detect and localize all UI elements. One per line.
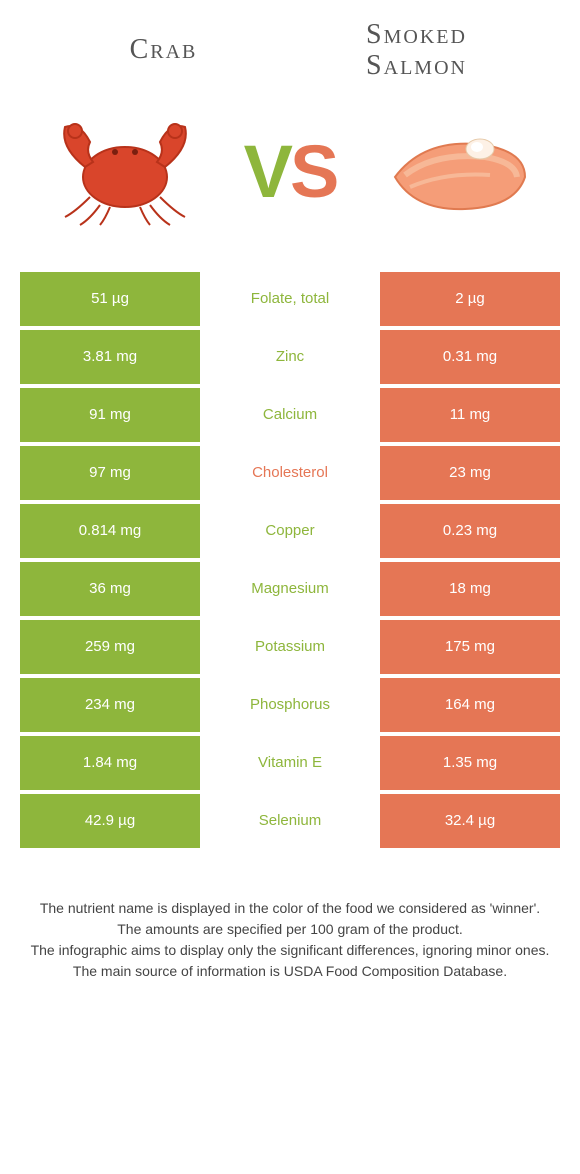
crab-image: [40, 112, 210, 232]
nutrient-label: Magnesium: [204, 562, 376, 616]
salmon-value: 23 mg: [380, 446, 560, 500]
nutrient-label: Vitamin E: [204, 736, 376, 790]
vs-label: VS: [244, 129, 337, 214]
table-row: 36 mgMagnesium18 mg: [20, 562, 560, 616]
nutrient-label: Zinc: [204, 330, 376, 384]
crab-value: 91 mg: [20, 388, 200, 442]
table-row: 259 mgPotassium175 mg: [20, 620, 560, 674]
salmon-value: 164 mg: [380, 678, 560, 732]
crab-value: 42.9 µg: [20, 794, 200, 848]
salmon-value: 0.23 mg: [380, 504, 560, 558]
table-row: 234 mgPhosphorus164 mg: [20, 678, 560, 732]
nutrient-label: Phosphorus: [204, 678, 376, 732]
salmon-value: 0.31 mg: [380, 330, 560, 384]
vs-v: V: [244, 130, 290, 213]
nutrient-label: Selenium: [204, 794, 376, 848]
crab-value: 3.81 mg: [20, 330, 200, 384]
salmon-value: 1.35 mg: [380, 736, 560, 790]
nutrient-label: Cholesterol: [204, 446, 376, 500]
table-row: 97 mgCholesterol23 mg: [20, 446, 560, 500]
salmon-value: 175 mg: [380, 620, 560, 674]
crab-value: 1.84 mg: [20, 736, 200, 790]
table-row: 42.9 µgSelenium32.4 µg: [20, 794, 560, 848]
title-crab: Crab: [60, 35, 267, 66]
note-line-1: The nutrient name is displayed in the co…: [30, 898, 550, 919]
hero-row: VS: [20, 112, 560, 232]
nutrient-table: 51 µgFolate, total2 µg3.81 mgZinc0.31 mg…: [20, 272, 560, 848]
nutrient-label: Calcium: [204, 388, 376, 442]
crab-value: 51 µg: [20, 272, 200, 326]
vs-s: S: [290, 130, 336, 213]
crab-value: 234 mg: [20, 678, 200, 732]
salmon-image: [370, 112, 540, 232]
table-row: 51 µgFolate, total2 µg: [20, 272, 560, 326]
salmon-value: 2 µg: [380, 272, 560, 326]
crab-value: 259 mg: [20, 620, 200, 674]
crab-value: 36 mg: [20, 562, 200, 616]
salmon-value: 11 mg: [380, 388, 560, 442]
nutrient-label: Folate, total: [204, 272, 376, 326]
crab-value: 0.814 mg: [20, 504, 200, 558]
table-row: 3.81 mgZinc0.31 mg: [20, 330, 560, 384]
note-line-4: The main source of information is USDA F…: [30, 961, 550, 982]
table-row: 91 mgCalcium11 mg: [20, 388, 560, 442]
note-line-3: The infographic aims to display only the…: [30, 940, 550, 961]
title-salmon: Smoked Salmon: [313, 20, 520, 82]
title-row: Crab Smoked Salmon: [20, 20, 560, 82]
salmon-value: 18 mg: [380, 562, 560, 616]
salmon-value: 32.4 µg: [380, 794, 560, 848]
table-row: 0.814 mgCopper0.23 mg: [20, 504, 560, 558]
footnotes: The nutrient name is displayed in the co…: [20, 898, 560, 982]
nutrient-label: Potassium: [204, 620, 376, 674]
nutrient-label: Copper: [204, 504, 376, 558]
table-row: 1.84 mgVitamin E1.35 mg: [20, 736, 560, 790]
crab-value: 97 mg: [20, 446, 200, 500]
note-line-2: The amounts are specified per 100 gram o…: [30, 919, 550, 940]
